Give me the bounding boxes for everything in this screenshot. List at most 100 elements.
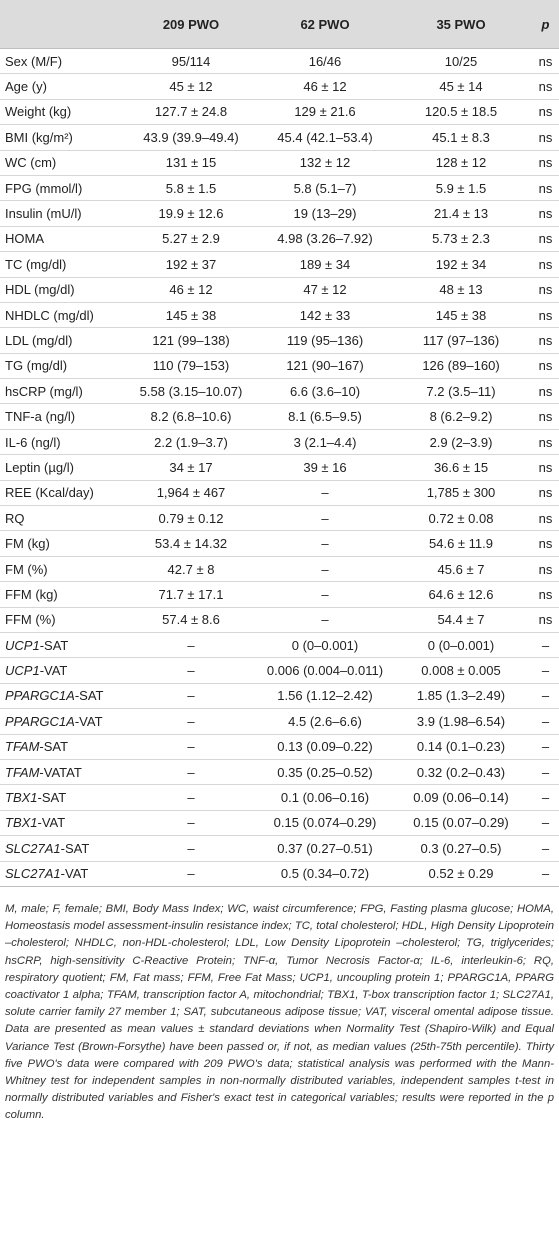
p-value-cell: ns [532,175,559,202]
header-label-col [0,0,122,49]
row-label: IL-6 (ng/l) [0,429,122,456]
value-cell: 189 ± 34 [260,251,390,278]
table-row: Sex (M/F) 95/114 16/46 10/25 ns [0,48,559,75]
gene-name: UCP1 [5,663,40,679]
p-value-cell: ns [532,556,559,583]
value-cell: – [122,708,260,735]
value-cell: 5.73 ± 2.3 [390,226,532,253]
table-row: SLC27A1-VAT –0.5 (0.34–0.72) 0.52 ± 0.29– [0,861,559,887]
value-cell: 5.8 ± 1.5 [122,175,260,202]
tissue-suffix: -VATAT [39,764,82,780]
value-cell: 34 ± 17 [122,454,260,481]
row-label: TBX1-SAT [0,784,122,811]
value-cell: 0 (0–0.001) [390,632,532,659]
row-label: Age (y) [0,73,122,100]
gene-name: TFAM [5,764,40,780]
p-value-cell: ns [532,378,559,405]
tissue-suffix: -SAT [39,637,69,653]
value-cell: 8.2 (6.8–10.6) [122,403,260,430]
row-label: hsCRP (mg/l) [0,378,122,405]
row-label: Leptin (µg/l) [0,454,122,481]
row-label: HDL (mg/dl) [0,277,122,303]
value-cell: 1,785 ± 300 [390,480,532,507]
value-cell: 46 ± 12 [260,73,390,100]
value-cell: 3.9 (1.98–6.54) [390,708,532,735]
value-cell: 57.4 ± 8.6 [122,607,260,633]
p-value-cell: ns [532,251,559,278]
value-cell: 5.9 ± 1.5 [390,175,532,202]
value-cell: 0.15 (0.074–0.29) [260,810,390,837]
row-label: Weight (kg) [0,99,122,126]
value-cell: 132 ± 12 [260,150,390,176]
value-cell: 2.2 (1.9–3.7) [122,429,260,456]
p-value-cell: ns [532,581,559,608]
value-cell: 47 ± 12 [260,277,390,303]
value-cell: 53.4 ± 14.32 [122,530,260,557]
value-cell: 192 ± 34 [390,251,532,278]
value-cell: 0.79 ± 0.12 [122,505,260,532]
table-footnote: M, male; F, female; BMI, Body Mass Index… [5,902,554,1122]
table-row: FM (%) 42.7 ± 8–45.6 ± 7 ns [0,556,559,583]
table-row: PPARGC1A-VAT –4.5 (2.6–6.6) 3.9 (1.98–6.54… [0,708,559,735]
p-value-cell: ns [532,99,559,126]
header-62-pwo: 62 PWO [260,0,390,49]
value-cell: 0.32 (0.2–0.43) [390,759,532,786]
p-value-cell: – [532,759,559,786]
table-row: FM (kg) 53.4 ± 14.32–54.6 ± 11.9 ns [0,530,559,557]
p-value-cell: ns [532,353,559,380]
row-label: HOMA [0,226,122,253]
value-cell: 110 (79–153) [122,353,260,380]
row-label: FFM (%) [0,607,122,633]
p-value-cell: ns [532,454,559,481]
value-cell: 45.6 ± 7 [390,556,532,583]
table-row: SLC27A1-SAT –0.37 (0.27–0.51) 0.3 (0.27–0.… [0,835,559,862]
tissue-suffix: -VAT [60,866,89,882]
table-row: TG (mg/dl) 110 (79–153) 121 (90–167) 126 (8… [0,353,559,380]
header-35-pwo: 35 PWO [390,0,532,49]
p-value-cell: ns [532,48,559,75]
value-cell: 8.1 (6.5–9.5) [260,403,390,430]
row-label: TFAM-VATAT [0,759,122,786]
value-cell: 64.6 ± 12.6 [390,581,532,608]
p-value-cell: ns [532,530,559,557]
value-cell: 4.5 (2.6–6.6) [260,708,390,735]
row-label: UCP1-VAT [0,657,122,684]
value-cell: 0.14 (0.1–0.23) [390,734,532,760]
value-cell: 0.52 ± 0.29 [390,861,532,887]
table-row: TBX1-VAT –0.15 (0.074–0.29) 0.15 (0.07–0.2… [0,810,559,837]
table-header: 209 PWO 62 PWO 35 PWO p [0,0,559,49]
value-cell: 19.9 ± 12.6 [122,200,260,227]
table-row: HDL (mg/dl) 46 ± 12 47 ± 12 48 ± 13 ns [0,277,559,303]
value-cell: 127.7 ± 24.8 [122,99,260,126]
table-row: PPARGC1A-SAT –1.56 (1.12–2.42) 1.85 (1.3–2… [0,683,559,710]
value-cell: 0 (0–0.001) [260,632,390,659]
table-row: Age (y) 45 ± 12 46 ± 12 45 ± 14 ns [0,73,559,100]
value-cell: 0.35 (0.25–0.52) [260,759,390,786]
p-value-cell: ns [532,302,559,329]
value-cell: 8 (6.2–9.2) [390,403,532,430]
table-row: NHDLC (mg/dl) 145 ± 38 142 ± 33 145 ± 38 ns [0,302,559,329]
value-cell: 48 ± 13 [390,277,532,303]
table-row: HOMA 5.27 ± 2.9 4.98 (3.26–7.92) 5.73 ± 2.3… [0,226,559,253]
value-cell: – [260,505,390,532]
value-cell: 45 ± 14 [390,73,532,100]
gene-name: PPARGC1A [5,713,75,729]
p-value-cell: ns [532,327,559,354]
p-value-cell: – [532,632,559,659]
value-cell: 21.4 ± 13 [390,200,532,227]
row-label: FPG (mmol/l) [0,175,122,202]
p-value-cell: – [532,657,559,684]
value-cell: – [122,734,260,760]
p-value-cell: – [532,734,559,760]
value-cell: 0.15 (0.07–0.29) [390,810,532,837]
value-cell: 2.9 (2–3.9) [390,429,532,456]
value-cell: – [122,759,260,786]
value-cell: 36.6 ± 15 [390,454,532,481]
value-cell: 45 ± 12 [122,73,260,100]
p-value-cell: – [532,784,559,811]
value-cell: – [260,480,390,507]
table-row: TNF-a (ng/l) 8.2 (6.8–10.6) 8.1 (6.5–9.5) 8… [0,403,559,430]
tissue-suffix: -SAT [37,790,67,806]
value-cell: 0.3 (0.27–0.5) [390,835,532,862]
p-value-cell: ns [532,200,559,227]
